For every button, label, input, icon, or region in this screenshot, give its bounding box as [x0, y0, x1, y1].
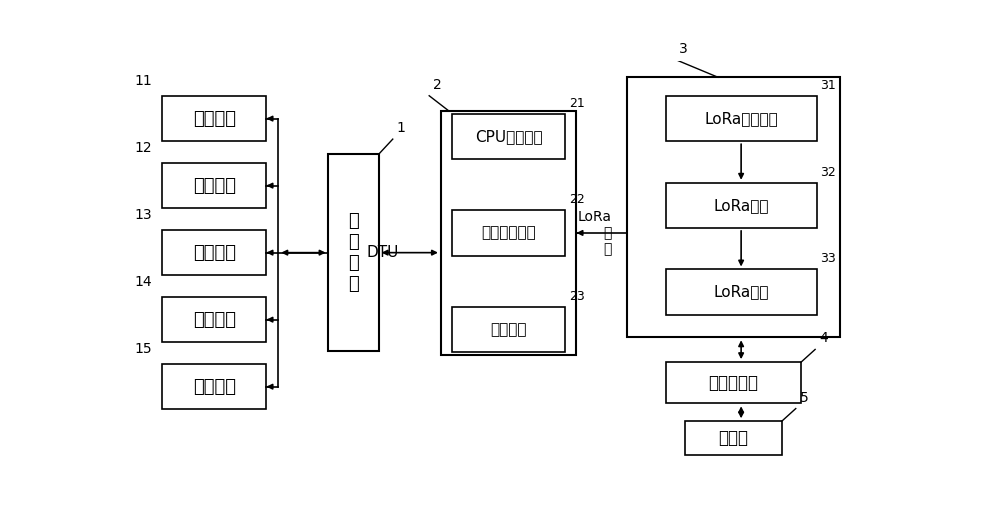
Text: 11: 11 [135, 74, 153, 88]
Text: 22: 22 [569, 194, 584, 206]
Bar [666, 183, 817, 228]
Bar [627, 77, 840, 337]
Bar [666, 362, 801, 403]
Text: 5: 5 [800, 391, 808, 404]
Text: 报警模块: 报警模块 [193, 177, 236, 195]
Bar [328, 154, 379, 351]
Bar [441, 111, 576, 355]
Text: 3: 3 [679, 41, 688, 55]
Text: 12: 12 [135, 141, 153, 155]
Bar [666, 269, 817, 315]
Text: 14: 14 [135, 275, 153, 289]
Bar [666, 96, 817, 141]
Text: 2: 2 [433, 78, 442, 92]
Text: 31: 31 [821, 79, 836, 92]
Bar [162, 163, 266, 208]
Bar [685, 421, 782, 455]
Text: 1: 1 [397, 121, 406, 135]
Text: 15: 15 [135, 342, 153, 356]
Text: 计量模块: 计量模块 [193, 311, 236, 329]
Bar [162, 364, 266, 410]
Bar [452, 114, 565, 159]
Text: LoRa基站: LoRa基站 [713, 285, 769, 300]
Bar [452, 210, 565, 255]
Text: 存储模块: 存储模块 [193, 244, 236, 262]
Text: DTU: DTU [366, 245, 399, 260]
Text: 23: 23 [569, 290, 584, 303]
Text: 云平台: 云平台 [718, 429, 748, 447]
Text: LoRa
系
统: LoRa 系 统 [578, 210, 612, 256]
Bar [452, 307, 565, 352]
Text: CPU控制模块: CPU控制模块 [475, 129, 542, 144]
Text: 无线通讯模块: 无线通讯模块 [481, 225, 536, 241]
Bar [162, 230, 266, 275]
Bar [162, 297, 266, 343]
Text: 电源模块: 电源模块 [490, 322, 527, 337]
Text: 智
能
电
表: 智 能 电 表 [348, 212, 359, 293]
Text: 4: 4 [819, 331, 828, 346]
Text: 监控模块: 监控模块 [193, 110, 236, 127]
Text: 网络服务器: 网络服务器 [708, 374, 758, 392]
Text: LoRa通讯模块: LoRa通讯模块 [704, 111, 778, 126]
Bar [162, 96, 266, 141]
Text: 32: 32 [821, 166, 836, 179]
Text: 定位模块: 定位模块 [193, 378, 236, 396]
Text: LoRa网络: LoRa网络 [713, 198, 769, 213]
Text: 21: 21 [569, 97, 584, 110]
Text: 13: 13 [135, 208, 153, 222]
Text: 33: 33 [821, 252, 836, 265]
